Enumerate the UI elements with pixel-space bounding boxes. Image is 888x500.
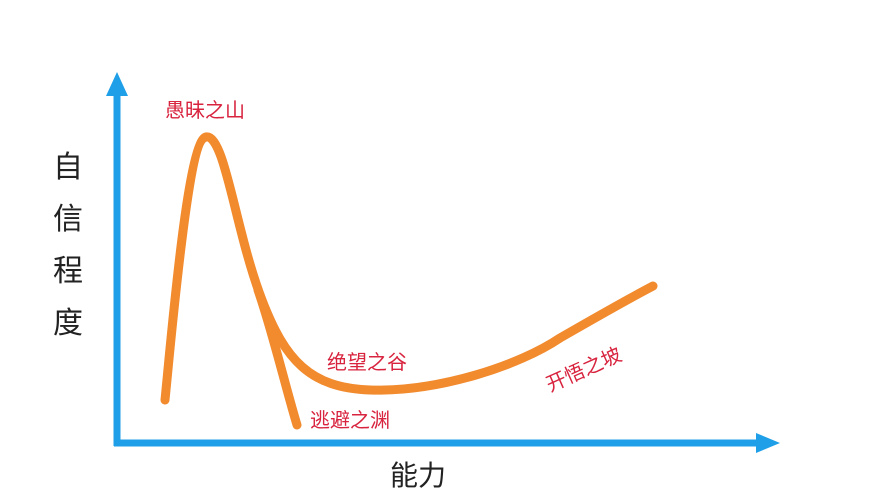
label-valley: 绝望之谷: [327, 350, 407, 374]
escape-branch: [253, 285, 302, 430]
y-axis: [106, 72, 128, 446]
x-axis: [114, 433, 780, 453]
label-peak: 愚昧之山: [165, 98, 245, 122]
label-slope: 开悟之坡: [542, 342, 625, 396]
y-title-char: 程: [53, 254, 83, 289]
y-title-char: 信: [53, 202, 83, 237]
y-title-char: 度: [53, 306, 83, 341]
x-axis-title: 能力: [390, 459, 446, 492]
y-title-char: 自: [53, 150, 83, 185]
confidence-curve: [160, 132, 658, 405]
label-escape: 逃避之渊: [310, 408, 390, 432]
y-axis-title: 自 信 程 度: [53, 150, 83, 341]
